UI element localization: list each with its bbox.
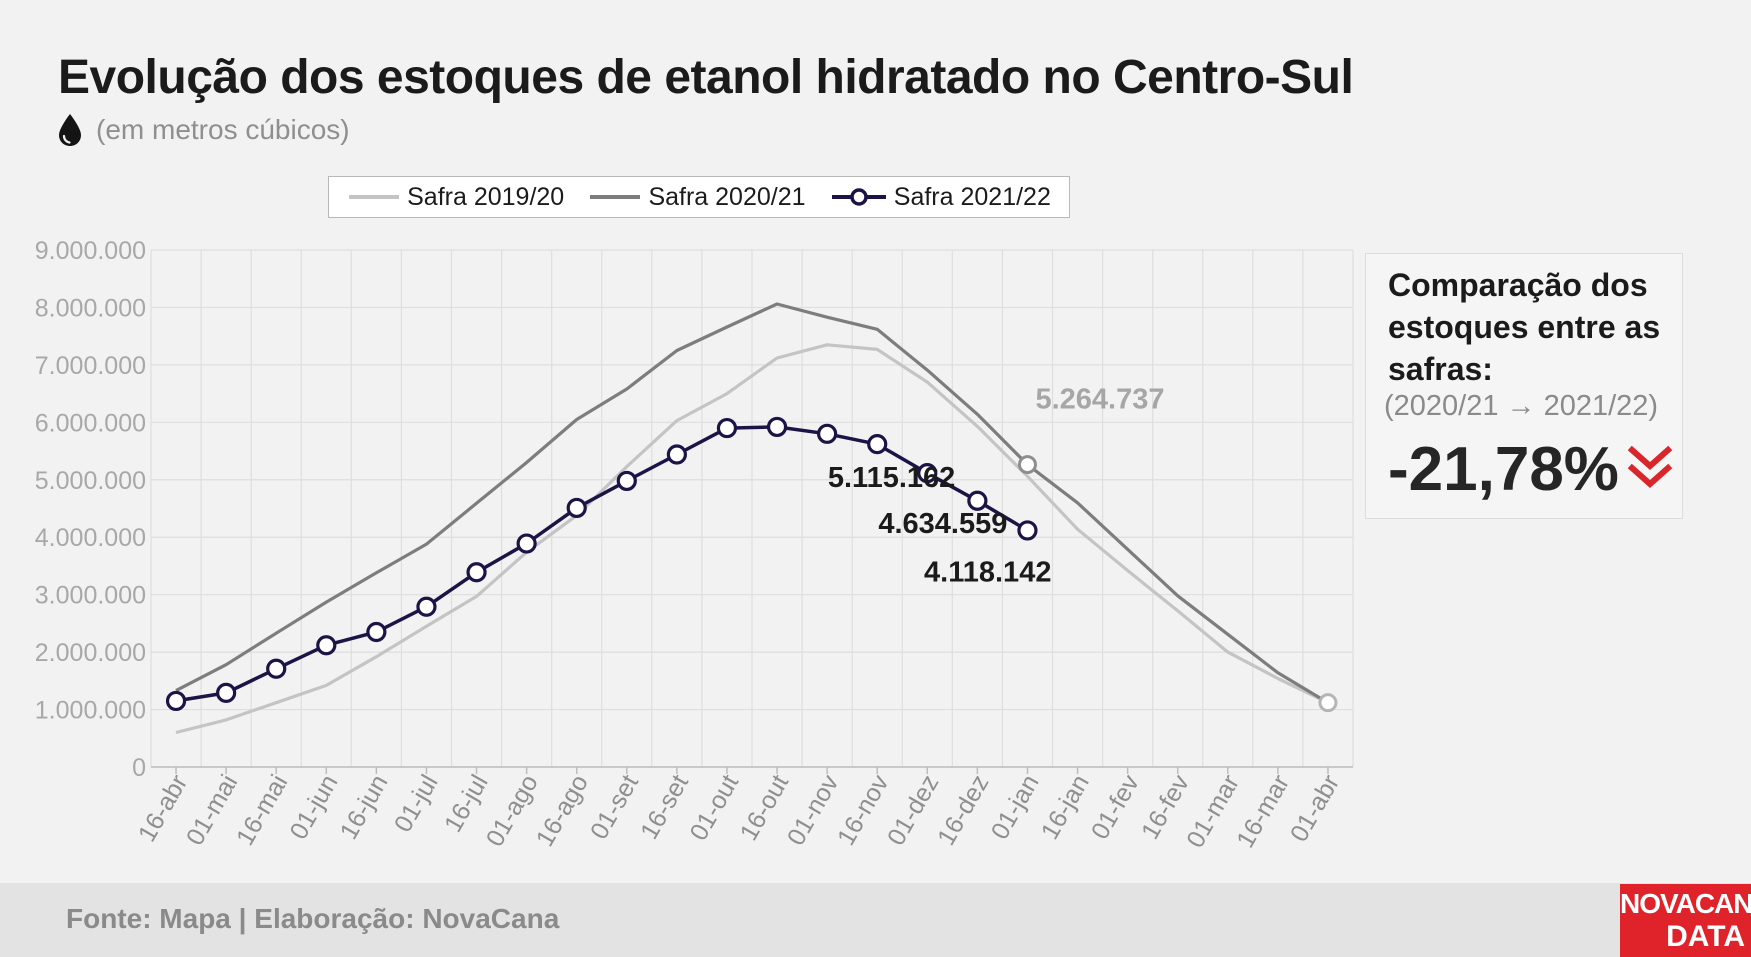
- data-point: [666, 444, 687, 465]
- y-tick-label: 4.000.000: [35, 524, 146, 552]
- data-point: [316, 635, 337, 656]
- y-tick-label: 7.000.000: [35, 352, 146, 380]
- series-line-0: [175, 343, 1329, 735]
- legend-item-2021-22: Safra 2021/22: [830, 183, 1051, 212]
- data-point: [266, 658, 287, 679]
- chart-subtitle: (em metros cúbicos): [96, 114, 350, 145]
- x-tick-label: 16-set: [635, 770, 694, 844]
- x-tick-label: 01-fev: [1086, 770, 1145, 845]
- x-tick-label: 01-jun: [284, 770, 343, 844]
- y-tick-label: 3.000.000: [35, 582, 146, 610]
- y-tick-label: 8.000.000: [35, 294, 146, 322]
- data-point: [716, 417, 738, 439]
- legend-line-2021-22: [831, 188, 886, 206]
- series-line-1: [175, 302, 1329, 705]
- data-point: [516, 533, 537, 554]
- data-label: 5.115.162: [828, 462, 955, 494]
- data-point: [616, 470, 637, 492]
- legend-line-2019-20: [349, 195, 400, 199]
- novacana-data-logo: NOVACANA DATA: [1620, 884, 1751, 957]
- comparison-value: -21,78%: [1388, 435, 1619, 504]
- data-point: [867, 434, 888, 455]
- x-tick-label: 01-abr: [1285, 770, 1345, 847]
- y-tick-label: 2.000.000: [35, 639, 146, 667]
- double-chevron-down-icon: [1627, 445, 1673, 489]
- comparison-title: Comparação dos estoques entre as safras:: [1388, 267, 1661, 387]
- x-tick-label: 01-jul: [389, 770, 444, 837]
- legend-line-2020-21: [590, 195, 641, 199]
- annotated-point: [1017, 455, 1037, 475]
- y-tick-label: 1.000.000: [35, 697, 146, 725]
- data-label: 4.634.559: [878, 508, 1007, 540]
- data-point: [917, 463, 938, 484]
- x-tick-label: 01-jan: [986, 770, 1045, 844]
- legend-item-2019-20: Safra 2019/20: [347, 183, 564, 212]
- y-tick-label: 6.000.000: [35, 409, 146, 437]
- x-tick-label: 16-jan: [1036, 770, 1095, 844]
- data-label: 5.264.737: [1035, 384, 1164, 416]
- x-tick-label: 16-jul: [439, 770, 494, 837]
- line-chart: 0 1.000.000 2.000.000 3.000.000 4.000.000 5.0…: [35, 237, 1354, 853]
- y-tick-label: 9.000.000: [35, 237, 146, 265]
- comparison-period: (2020/21 → 2021/22): [1384, 390, 1659, 422]
- data-point: [216, 682, 237, 703]
- data-point: [566, 497, 587, 519]
- data-point: [366, 621, 387, 643]
- comparison-box: Comparação dos estoques entre as safras:…: [1365, 253, 1683, 519]
- data-point: [766, 416, 788, 438]
- legend-label: Safra 2020/21: [648, 182, 806, 211]
- footer: Fonte: Mapa | Elaboração: NovaCana: [0, 883, 1751, 957]
- subtitle-row: (em metros cúbicos): [56, 112, 350, 148]
- data-point: [466, 562, 487, 583]
- data-label: 4.118.142: [924, 556, 1051, 588]
- data-point: [165, 690, 187, 712]
- data-point: [1017, 520, 1038, 541]
- drop-icon: [59, 114, 81, 146]
- x-tick-label: 16-jun: [335, 770, 394, 844]
- y-tick-label: 5.000.000: [35, 467, 146, 495]
- source-text: Fonte: Mapa | Elaboração: NovaCana: [66, 903, 560, 934]
- x-tick-label: 01-set: [585, 770, 644, 844]
- x-tick-label: 16-dez: [932, 770, 994, 850]
- chart-title: Evolução dos estoques de etanol hidratad…: [58, 51, 1354, 104]
- legend-label: Safra 2019/20: [407, 182, 565, 211]
- x-tick-label: 01-out: [684, 770, 744, 845]
- highlight-point: [1318, 693, 1338, 713]
- data-point: [416, 596, 437, 617]
- x-tick-label: 16-mai: [231, 770, 293, 850]
- y-tick-label: 0: [132, 754, 146, 782]
- chart-legend: Safra 2019/20 Safra 2020/21 Safra 2021/2…: [328, 176, 1070, 218]
- data-point: [967, 490, 988, 511]
- legend-item-2020-21: Safra 2020/21: [588, 182, 806, 212]
- data-point: [817, 423, 838, 444]
- legend-label: Safra 2021/22: [893, 182, 1051, 211]
